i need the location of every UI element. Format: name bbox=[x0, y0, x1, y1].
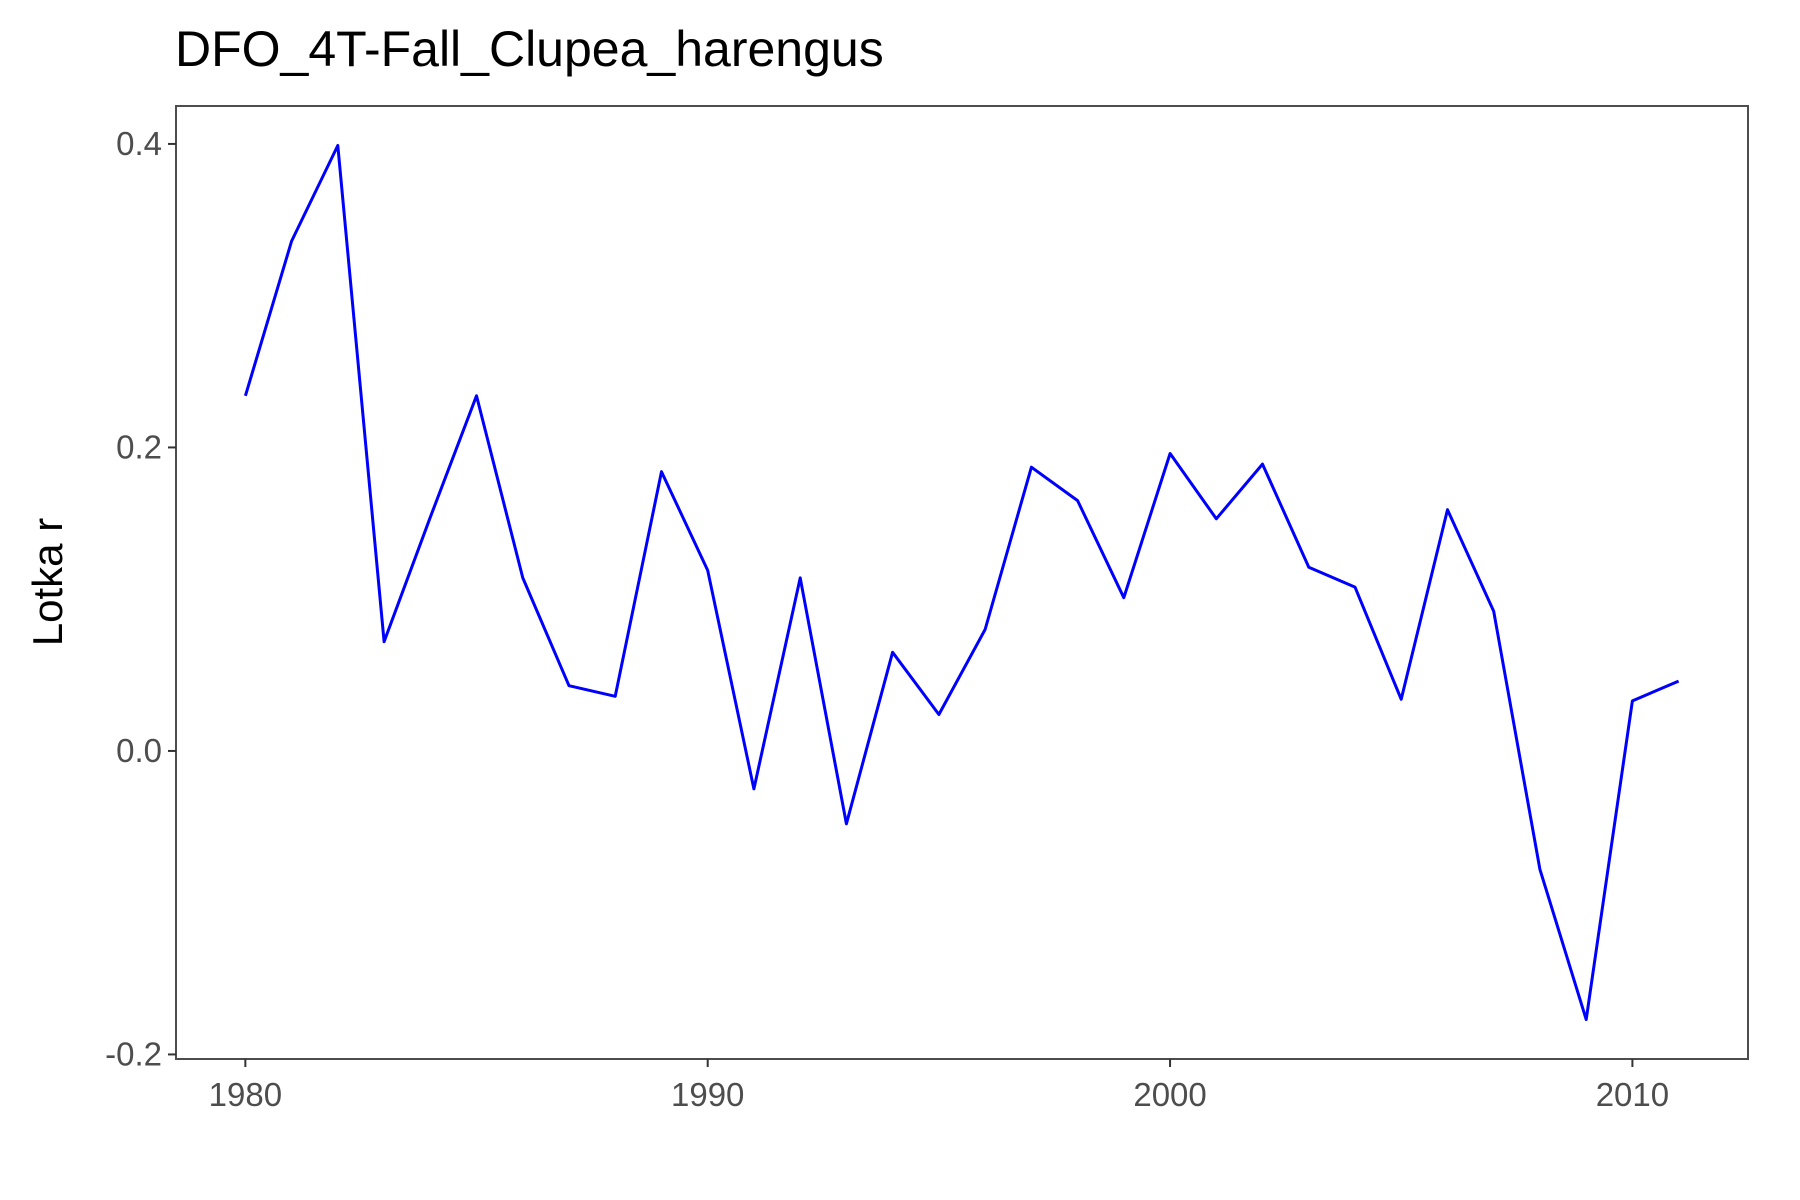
series-line bbox=[243, 144, 1680, 1021]
y-tick-label: 0.0 bbox=[116, 732, 162, 769]
y-axis-title: Lotka r bbox=[24, 518, 71, 646]
y-tick-label: -0.2 bbox=[105, 1035, 162, 1072]
x-tick-label: 1990 bbox=[671, 1076, 744, 1113]
y-tick-label: 0.4 bbox=[116, 125, 162, 162]
y-axis: -0.2 0.0 0.2 0.4 bbox=[105, 125, 176, 1072]
y-tick-label: 0.2 bbox=[116, 428, 162, 465]
plot-panel bbox=[175, 105, 1749, 1060]
chart-title: DFO_4T-Fall_Clupea_harengus bbox=[175, 21, 884, 77]
x-tick-label: 2010 bbox=[1596, 1076, 1669, 1113]
x-tick-label: 2000 bbox=[1133, 1076, 1206, 1113]
x-tick-label: 1980 bbox=[209, 1076, 282, 1113]
x-axis: 1980 1990 2000 2010 bbox=[209, 1059, 1669, 1113]
series-layer bbox=[243, 144, 1680, 1021]
